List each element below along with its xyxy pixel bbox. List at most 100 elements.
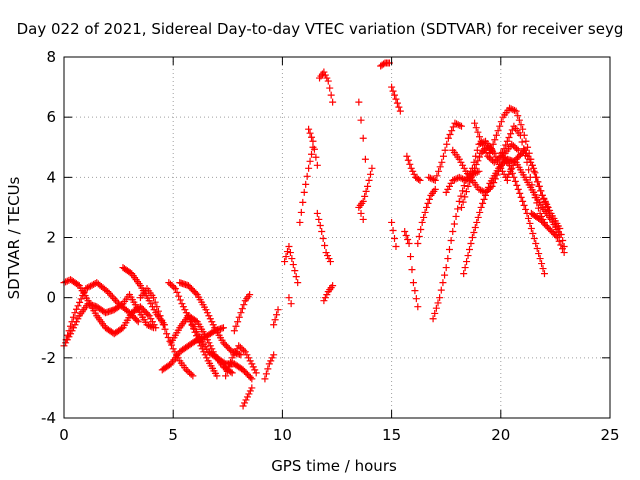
data-point-marker (529, 229, 537, 237)
data-point-marker (406, 160, 414, 168)
data-point-marker (361, 155, 369, 163)
data-point-marker (489, 140, 497, 148)
data-point-marker (74, 281, 82, 289)
data-point-marker (209, 321, 217, 329)
data-point-marker (147, 300, 155, 308)
data-point-marker (246, 357, 254, 365)
data-point-marker (460, 164, 468, 172)
data-point-marker (455, 155, 463, 163)
data-point-marker (203, 354, 211, 362)
data-point-marker (544, 203, 552, 211)
y-tick-label: 4 (46, 168, 56, 186)
data-point-marker (288, 255, 296, 263)
data-point-marker (88, 281, 96, 289)
data-point-marker (192, 317, 200, 325)
data-point-marker (320, 68, 328, 76)
data-point-marker (168, 282, 176, 290)
data-point-marker (414, 303, 422, 311)
data-point-marker (415, 175, 423, 183)
series-sat20 (313, 209, 334, 266)
data-point-marker (457, 158, 465, 166)
data-point-marker (240, 346, 248, 354)
y-tick-label: 6 (46, 108, 56, 126)
data-point-marker (428, 175, 436, 183)
data-point-marker (310, 145, 318, 153)
x-tick-label: 0 (59, 426, 69, 444)
data-point-marker (82, 285, 90, 293)
data-point-marker (206, 315, 214, 323)
data-point-marker (477, 186, 485, 194)
data-point-marker (401, 227, 409, 235)
data-point-marker (65, 327, 73, 335)
data-point-marker (513, 181, 521, 189)
data-point-marker (205, 312, 213, 320)
data-point-marker (148, 318, 156, 326)
data-point-marker (402, 231, 410, 239)
data-point-marker (202, 333, 210, 341)
data-point-marker (519, 125, 527, 133)
data-point-marker (178, 300, 186, 308)
data-point-marker (466, 178, 474, 186)
series-sat33 (429, 167, 483, 323)
data-point-marker (245, 390, 253, 398)
data-point-marker (415, 232, 423, 240)
data-point-marker (261, 375, 269, 383)
data-point-marker (151, 298, 159, 306)
data-point-marker (506, 104, 514, 112)
x-tick-label: 10 (273, 426, 292, 444)
data-point-marker (147, 315, 155, 323)
data-point-marker (557, 241, 565, 249)
series-sat27 (388, 83, 404, 115)
data-point-marker (534, 178, 542, 186)
data-point-marker (446, 130, 454, 138)
data-point-marker (213, 372, 221, 380)
series-sat01 (60, 291, 158, 350)
data-point-marker (418, 218, 426, 226)
data-point-marker (309, 137, 317, 145)
data-point-marker (460, 270, 468, 278)
data-point-marker (507, 130, 515, 138)
data-point-marker (474, 128, 482, 136)
y-tick-label: -4 (41, 409, 56, 427)
data-point-marker (459, 161, 467, 169)
data-point-marker (533, 199, 541, 207)
data-point-marker (451, 119, 459, 127)
data-point-marker (535, 182, 543, 190)
data-point-marker (426, 174, 434, 182)
data-point-marker (205, 339, 213, 347)
data-point-marker (528, 161, 536, 169)
data-point-marker (421, 208, 429, 216)
data-point-marker (410, 170, 418, 178)
data-point-marker (510, 106, 518, 114)
data-point-marker (324, 77, 332, 85)
data-point-marker (315, 215, 323, 223)
data-point-marker (251, 366, 259, 374)
data-point-marker (300, 188, 308, 196)
data-point-marker (530, 164, 538, 172)
data-point-marker (433, 172, 441, 180)
series-sat13 (239, 384, 256, 410)
data-point-marker (248, 384, 256, 392)
data-point-marker (105, 289, 113, 297)
data-point-marker (237, 309, 245, 317)
data-point-marker (110, 295, 118, 303)
data-point-marker (74, 315, 82, 323)
data-point-marker (208, 318, 216, 326)
data-point-marker (429, 315, 437, 323)
data-point-marker (464, 252, 472, 260)
data-point-marker (535, 250, 543, 258)
data-point-marker (508, 126, 516, 134)
data-point-marker (321, 242, 329, 250)
data-point-marker (452, 175, 460, 183)
data-point-marker (457, 122, 465, 130)
data-point-marker (312, 153, 320, 161)
data-point-marker (539, 265, 547, 273)
series-sat12 (230, 291, 254, 335)
data-point-marker (442, 188, 450, 196)
data-point-marker (145, 297, 153, 305)
data-point-marker (524, 152, 532, 160)
series-sat29 (403, 152, 424, 184)
data-point-marker (68, 318, 76, 326)
data-point-marker (514, 185, 522, 193)
data-point-marker (486, 149, 494, 157)
